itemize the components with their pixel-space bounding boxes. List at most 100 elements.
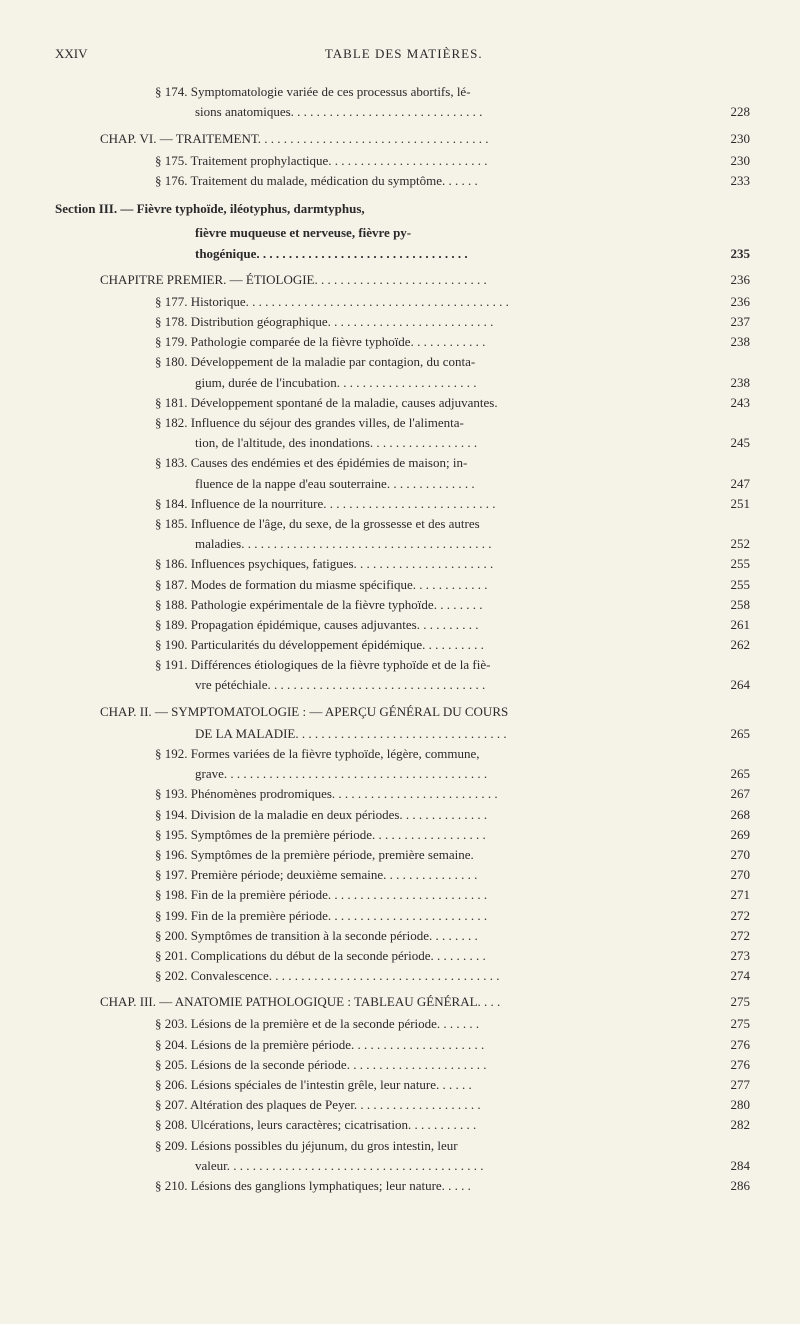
toc-entry: § 203. Lésions de la première et de la s…	[55, 1015, 750, 1033]
toc-entry: § 198. Fin de la première période. . . .…	[55, 886, 750, 904]
toc-entry: fièvre muqueuse et nerveuse, fièvre py-	[55, 224, 750, 242]
toc-entry: § 182. Influence du séjour des grandes v…	[55, 414, 750, 432]
toc-entry-text: § 196. Symptômes de la première période,…	[55, 846, 720, 864]
toc-entry-text: fluence de la nappe d'eau souterraine. .…	[55, 475, 720, 493]
toc-entry-page: 272	[720, 907, 750, 925]
toc-entry-page: 270	[720, 846, 750, 864]
toc-entry-text: § 194. Division de la maladie en deux pé…	[55, 806, 720, 824]
toc-entry-text: § 192. Formes variées de la fièvre typho…	[55, 745, 720, 763]
toc-entry: Section III. — Fièvre typhoïde, iléotyph…	[55, 200, 750, 218]
toc-entry-page: 280	[720, 1096, 750, 1114]
toc-entry-page: 258	[720, 596, 750, 614]
toc-entry: § 188. Pathologie expérimentale de la fi…	[55, 596, 750, 614]
toc-entry-text: vre pétéchiale. . . . . . . . . . . . . …	[55, 676, 720, 694]
toc-entry-text: § 190. Particularités du développement é…	[55, 636, 720, 654]
toc-entry-page: 233	[720, 172, 750, 190]
toc-entry: § 186. Influences psychiques, fatigues. …	[55, 555, 750, 573]
roman-numeral: XXiV	[55, 45, 88, 63]
toc-entry-text: § 202. Convalescence. . . . . . . . . . …	[55, 967, 720, 985]
toc-entry-page: 236	[720, 271, 750, 289]
toc-entry-page: 243	[720, 394, 750, 412]
toc-entry-page: 251	[720, 495, 750, 513]
toc-entry: § 205. Lésions de la seconde période. . …	[55, 1056, 750, 1074]
toc-entry-page: 228	[720, 103, 750, 121]
toc-entry: § 183. Causes des endémies et des épidém…	[55, 454, 750, 472]
toc-entry: § 185. Influence de l'âge, du sexe, de l…	[55, 515, 750, 533]
toc-entry-page: 268	[720, 806, 750, 824]
toc-entry-text: § 184. Influence de la nourriture. . . .…	[55, 495, 720, 513]
toc-entry: § 175. Traitement prophylactique. . . . …	[55, 152, 750, 170]
toc-entry-text: § 185. Influence de l'âge, du sexe, de l…	[55, 515, 720, 533]
toc-entry-page: 265	[720, 765, 750, 783]
toc-entry-text: § 178. Distribution géographique. . . . …	[55, 313, 720, 331]
toc-entry-text: § 187. Modes de formation du miasme spéc…	[55, 576, 720, 594]
toc-entry: § 196. Symptômes de la première période,…	[55, 846, 750, 864]
toc-entry-text: valeur. . . . . . . . . . . . . . . . . …	[55, 1157, 720, 1175]
toc-entry-page: 264	[720, 676, 750, 694]
toc-entry-text: § 177. Historique. . . . . . . . . . . .…	[55, 293, 720, 311]
toc-entry-page: 235	[720, 245, 750, 263]
toc-entry: grave. . . . . . . . . . . . . . . . . .…	[55, 765, 750, 783]
toc-entry: § 181. Développement spontané de la mala…	[55, 394, 750, 412]
toc-entry-text: § 208. Ulcérations, leurs caractères; ci…	[55, 1116, 720, 1134]
toc-entry: gium, durée de l'incubation. . . . . . .…	[55, 374, 750, 392]
toc-entry-page: 284	[720, 1157, 750, 1175]
toc-entry-text: gium, durée de l'incubation. . . . . . .…	[55, 374, 720, 392]
toc-entry-text: CHAP. VI. — TRAITEMENT. . . . . . . . . …	[55, 130, 720, 148]
toc-entry-text: § 206. Lésions spéciales de l'intestin g…	[55, 1076, 720, 1094]
toc-entry-text: § 203. Lésions de la première et de la s…	[55, 1015, 720, 1033]
page-title: TABLE DES MATIÈRES.	[325, 45, 483, 63]
toc-entry: CHAPITRE PREMIER. — ÉTIOLOGIE. . . . . .…	[55, 271, 750, 289]
toc-entry: § 184. Influence de la nourriture. . . .…	[55, 495, 750, 513]
toc-entry-text: maladies. . . . . . . . . . . . . . . . …	[55, 535, 720, 553]
toc-entry-text: § 200. Symptômes de transition à la seco…	[55, 927, 720, 945]
toc-entry-page: 230	[720, 130, 750, 148]
toc-entry-page: 269	[720, 826, 750, 844]
toc-entry-page: 252	[720, 535, 750, 553]
toc-entry: § 195. Symptômes de la première période.…	[55, 826, 750, 844]
toc-entry-page: 247	[720, 475, 750, 493]
toc-entry-page: 276	[720, 1036, 750, 1054]
toc-entry-text: § 179. Pathologie comparée de la fièvre …	[55, 333, 720, 351]
toc-entry-page: 273	[720, 947, 750, 965]
toc-entry: valeur. . . . . . . . . . . . . . . . . …	[55, 1157, 750, 1175]
header-spacer	[720, 45, 750, 63]
toc-entry-page: 275	[720, 993, 750, 1011]
toc-entry-text: DE LA MALADIE. . . . . . . . . . . . . .…	[55, 725, 720, 743]
toc-entry-text: § 182. Influence du séjour des grandes v…	[55, 414, 720, 432]
toc-entry-text: § 197. Première période; deuxième semain…	[55, 866, 720, 884]
toc-entry-page: 238	[720, 374, 750, 392]
toc-entry: DE LA MALADIE. . . . . . . . . . . . . .…	[55, 725, 750, 743]
toc-entry: § 200. Symptômes de transition à la seco…	[55, 927, 750, 945]
toc-entry-page: 286	[720, 1177, 750, 1195]
toc-entry-text: tion, de l'altitude, des inondations. . …	[55, 434, 720, 452]
toc-entry: § 177. Historique. . . . . . . . . . . .…	[55, 293, 750, 311]
toc-entry-text: § 186. Influences psychiques, fatigues. …	[55, 555, 720, 573]
toc-entry-page: 276	[720, 1056, 750, 1074]
toc-entry-text: CHAP. II. — SYMPTOMATOLOGIE : — APERÇU G…	[55, 703, 720, 721]
toc-entry-text: § 199. Fin de la première période. . . .…	[55, 907, 720, 925]
toc-entry-page: 270	[720, 866, 750, 884]
toc-entry: § 191. Différences étiologiques de la fi…	[55, 656, 750, 674]
toc-entry-page: 245	[720, 434, 750, 452]
toc-entry: § 179. Pathologie comparée de la fièvre …	[55, 333, 750, 351]
toc-entry: CHAP. II. — SYMPTOMATOLOGIE : — APERÇU G…	[55, 703, 750, 721]
table-of-contents: § 174. Symptomatologie variée de ces pro…	[55, 83, 750, 1195]
toc-entry: § 197. Première période; deuxième semain…	[55, 866, 750, 884]
toc-entry: § 174. Symptomatologie variée de ces pro…	[55, 83, 750, 101]
toc-entry-text: § 207. Altération des plaques de Peyer. …	[55, 1096, 720, 1114]
toc-entry-text: § 181. Développement spontané de la mala…	[55, 394, 720, 412]
toc-entry: § 201. Complications du début de la seco…	[55, 947, 750, 965]
toc-entry-page: 255	[720, 576, 750, 594]
toc-entry-page: 275	[720, 1015, 750, 1033]
toc-entry-page: 238	[720, 333, 750, 351]
toc-entry-text: § 201. Complications du début de la seco…	[55, 947, 720, 965]
toc-entry-page: 261	[720, 616, 750, 634]
toc-entry: tion, de l'altitude, des inondations. . …	[55, 434, 750, 452]
toc-entry: § 193. Phénomènes prodromiques. . . . . …	[55, 785, 750, 803]
toc-entry: CHAP. VI. — TRAITEMENT. . . . . . . . . …	[55, 130, 750, 148]
toc-entry: § 202. Convalescence. . . . . . . . . . …	[55, 967, 750, 985]
toc-entry: vre pétéchiale. . . . . . . . . . . . . …	[55, 676, 750, 694]
toc-entry-page: 230	[720, 152, 750, 170]
toc-entry: fluence de la nappe d'eau souterraine. .…	[55, 475, 750, 493]
